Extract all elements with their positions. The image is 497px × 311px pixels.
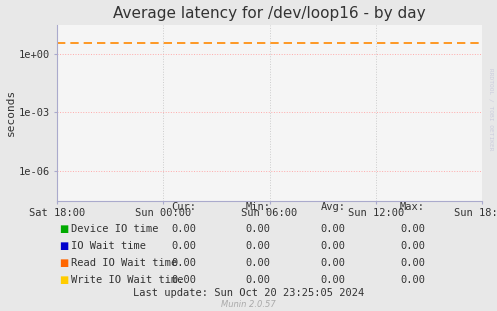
Text: 0.00: 0.00 bbox=[246, 241, 271, 251]
Text: 0.00: 0.00 bbox=[321, 241, 345, 251]
Text: RRDTOOL / TOBI OETIKER: RRDTOOL / TOBI OETIKER bbox=[489, 67, 494, 150]
Text: Munin 2.0.57: Munin 2.0.57 bbox=[221, 299, 276, 309]
Text: 0.00: 0.00 bbox=[400, 224, 425, 234]
Text: Device IO time: Device IO time bbox=[71, 224, 158, 234]
Text: ■: ■ bbox=[59, 275, 68, 285]
Text: 0.00: 0.00 bbox=[171, 275, 196, 285]
Text: 0.00: 0.00 bbox=[246, 275, 271, 285]
Text: 0.00: 0.00 bbox=[400, 241, 425, 251]
Text: ■: ■ bbox=[59, 241, 68, 251]
Text: Min:: Min: bbox=[246, 202, 271, 212]
Text: ■: ■ bbox=[59, 258, 68, 268]
Text: Last update: Sun Oct 20 23:25:05 2024: Last update: Sun Oct 20 23:25:05 2024 bbox=[133, 288, 364, 298]
Text: 0.00: 0.00 bbox=[171, 258, 196, 268]
Text: 0.00: 0.00 bbox=[321, 275, 345, 285]
Text: 0.00: 0.00 bbox=[321, 258, 345, 268]
Text: Cur:: Cur: bbox=[171, 202, 196, 212]
Text: ■: ■ bbox=[59, 224, 68, 234]
Text: 0.00: 0.00 bbox=[321, 224, 345, 234]
Text: Write IO Wait time: Write IO Wait time bbox=[71, 275, 183, 285]
Y-axis label: seconds: seconds bbox=[5, 89, 15, 136]
Text: 0.00: 0.00 bbox=[400, 275, 425, 285]
Text: 0.00: 0.00 bbox=[171, 241, 196, 251]
Title: Average latency for /dev/loop16 - by day: Average latency for /dev/loop16 - by day bbox=[113, 6, 426, 21]
Text: IO Wait time: IO Wait time bbox=[71, 241, 146, 251]
Text: 0.00: 0.00 bbox=[400, 258, 425, 268]
Text: 0.00: 0.00 bbox=[171, 224, 196, 234]
Text: Read IO Wait time: Read IO Wait time bbox=[71, 258, 177, 268]
Text: 0.00: 0.00 bbox=[246, 224, 271, 234]
Text: Avg:: Avg: bbox=[321, 202, 345, 212]
Text: Max:: Max: bbox=[400, 202, 425, 212]
Text: 0.00: 0.00 bbox=[246, 258, 271, 268]
